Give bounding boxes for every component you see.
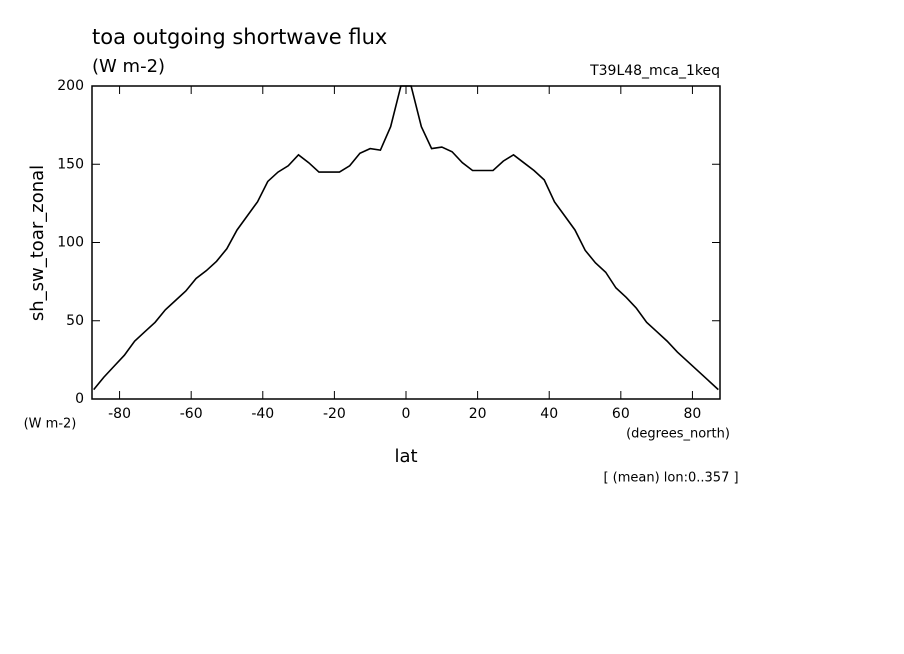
plot-frame <box>91 85 721 400</box>
x-tick-label: -60 <box>180 406 203 422</box>
dataset-label: T39L48_mca_1keq <box>589 63 720 79</box>
chart-subtitle: (W m-2) <box>92 56 165 77</box>
x-tick-label: 20 <box>469 406 487 422</box>
footnote: [ (mean) lon:0..357 ] <box>603 471 738 486</box>
x-axis-units: (degrees_north) <box>626 427 730 442</box>
y-axis-units: (W m-2) <box>24 417 77 432</box>
data-line <box>93 85 719 391</box>
y-tick-label: 100 <box>57 235 84 251</box>
x-tick-label: -40 <box>251 406 274 422</box>
y-tick-label: 0 <box>75 391 84 407</box>
chart-title: toa outgoing shortwave flux <box>92 25 387 49</box>
y-tick-label: 50 <box>66 313 84 329</box>
x-tick-label: -20 <box>323 406 346 422</box>
x-tick-label: -80 <box>108 406 131 422</box>
y-axis-label: sh_sw_toar_zonal <box>27 165 48 321</box>
y-tick-label: 200 <box>57 78 84 94</box>
y-tick-label: 150 <box>57 156 84 172</box>
x-tick-label: 0 <box>402 406 411 422</box>
x-tick-label: 60 <box>612 406 630 422</box>
x-tick-label: 80 <box>684 406 702 422</box>
x-tick-label: 40 <box>540 406 558 422</box>
x-axis-label: lat <box>394 446 417 467</box>
